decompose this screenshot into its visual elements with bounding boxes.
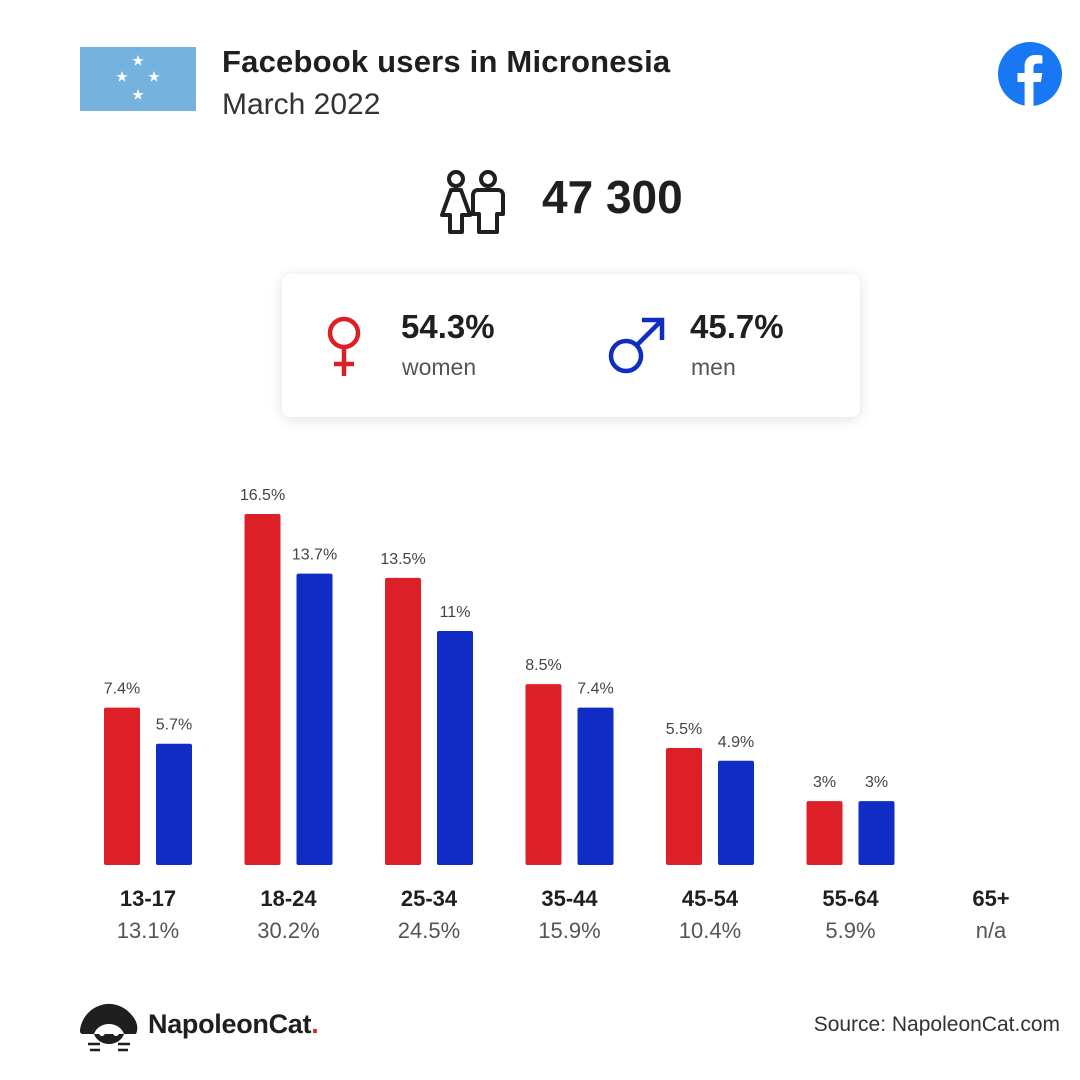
male-symbol-icon	[608, 317, 665, 374]
bar-label-men-13-17: 5.7%	[156, 717, 192, 734]
bar-label-women-25-34: 13.5%	[380, 551, 425, 568]
chart-title: Facebook users in Micronesia	[222, 44, 671, 79]
bar-label-men-25-34: 11%	[440, 604, 471, 621]
users-icon	[440, 170, 505, 234]
bar-men-18-24	[296, 573, 333, 865]
bar-label-men-35-44: 7.4%	[577, 681, 613, 698]
bar-women-25-34	[385, 577, 421, 865]
category-total-13-17: 13.1%	[117, 918, 179, 943]
brand-dot: .	[311, 1009, 319, 1039]
category-total-25-34: 24.5%	[398, 918, 460, 943]
bar-label-men-45-54: 4.9%	[718, 734, 754, 751]
bar-label-men-55-64: 3%	[865, 774, 888, 791]
bar-men-45-54	[718, 760, 754, 865]
women-label: women	[402, 354, 477, 380]
category-label-55-64: 55-64	[822, 886, 879, 911]
bar-women-55-64	[806, 801, 843, 865]
bar-women-35-44	[525, 684, 562, 865]
gender-split-card: 54.3% women 45.7% men	[282, 274, 860, 417]
total-users: 47 300	[542, 171, 683, 223]
men-label: men	[691, 354, 736, 380]
women-percent: 54.3%	[401, 308, 495, 345]
category-total-65+: n/a	[976, 918, 1007, 943]
bar-women-45-54	[666, 748, 702, 865]
micronesia-flag-icon	[80, 47, 196, 111]
category-total-35-44: 15.9%	[538, 918, 600, 943]
category-label-35-44: 35-44	[541, 886, 598, 911]
category-label-25-34: 25-34	[401, 886, 458, 911]
bar-women-13-17	[104, 707, 140, 865]
bar-men-25-34	[437, 631, 473, 865]
category-total-18-24: 30.2%	[257, 918, 319, 943]
bar-label-women-18-24: 16.5%	[240, 487, 285, 504]
chart-subtitle: March 2022	[222, 88, 381, 121]
bar-label-women-13-17: 7.4%	[104, 681, 140, 698]
bar-label-women-55-64: 3%	[813, 774, 836, 791]
bar-label-women-35-44: 8.5%	[525, 657, 561, 674]
bar-men-35-44	[577, 707, 614, 865]
category-label-13-17: 13-17	[120, 886, 176, 911]
category-total-55-64: 5.9%	[825, 918, 875, 943]
female-symbol-icon	[327, 316, 361, 376]
brand-name: NapoleonCat.	[148, 1009, 319, 1040]
bar-men-55-64	[858, 801, 895, 865]
napoleoncat-logo-icon	[80, 1003, 138, 1052]
category-label-18-24: 18-24	[260, 886, 317, 911]
source-note: Source: NapoleonCat.com	[813, 1013, 1060, 1036]
bar-label-men-18-24: 13.7%	[292, 547, 337, 564]
category-total-45-54: 10.4%	[679, 918, 741, 943]
age-gender-bar-chart: 7.4% 5.7% 13-17 13.1% 16.5% 13.7% 18-24 30.2% 13…	[104, 487, 1010, 943]
facebook-logo-icon	[998, 42, 1062, 106]
bar-men-13-17	[156, 743, 192, 865]
brand-name-text: NapoleonCat	[148, 1009, 312, 1039]
category-label-65+: 65+	[972, 886, 1009, 911]
bar-label-women-45-54: 5.5%	[666, 721, 702, 738]
men-percent: 45.7%	[690, 308, 784, 345]
category-label-45-54: 45-54	[682, 886, 739, 911]
bar-women-18-24	[244, 514, 281, 865]
